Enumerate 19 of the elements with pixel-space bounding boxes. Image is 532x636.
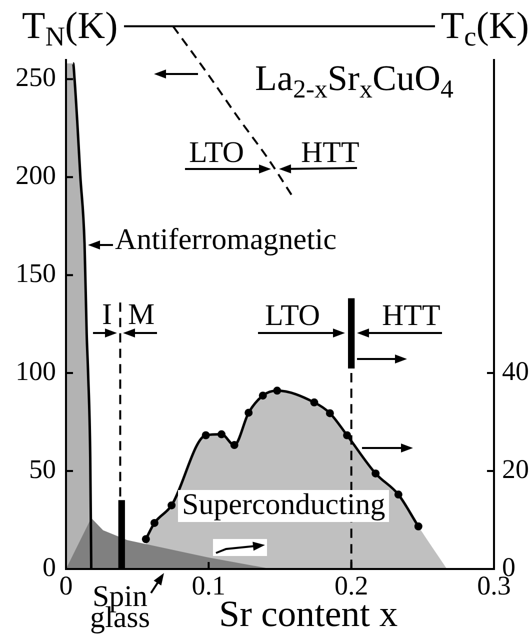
annotation: LTO bbox=[265, 299, 320, 332]
annotation: Antiferromagnetic bbox=[115, 223, 337, 256]
text: La$_{2-x}$Sr$_{x}$CuO$_{4}$ bbox=[255, 58, 454, 104]
y-tick-label: 250 bbox=[16, 62, 56, 92]
annotation: HTT bbox=[301, 136, 360, 169]
annotation: HTT bbox=[382, 299, 440, 332]
y-tick-label: 150 bbox=[16, 258, 56, 288]
annotation: Superconducting bbox=[178, 488, 390, 522]
y2-axis-title: T$_{c}$(K) bbox=[440, 5, 529, 52]
y-tick-label: 50 bbox=[29, 454, 56, 484]
y-tick-label: 100 bbox=[16, 356, 56, 386]
y2-tick-label: 20 bbox=[502, 454, 529, 484]
annotation: I bbox=[102, 298, 112, 331]
y-axis-title: T$_{N}$(K) bbox=[22, 5, 118, 52]
annotation: LTO bbox=[189, 136, 244, 169]
annotation: M bbox=[128, 298, 155, 331]
y-tick-label: 200 bbox=[16, 160, 56, 190]
y2-tick-label: 40 bbox=[502, 356, 529, 386]
text: Spin glass bbox=[89, 580, 151, 634]
